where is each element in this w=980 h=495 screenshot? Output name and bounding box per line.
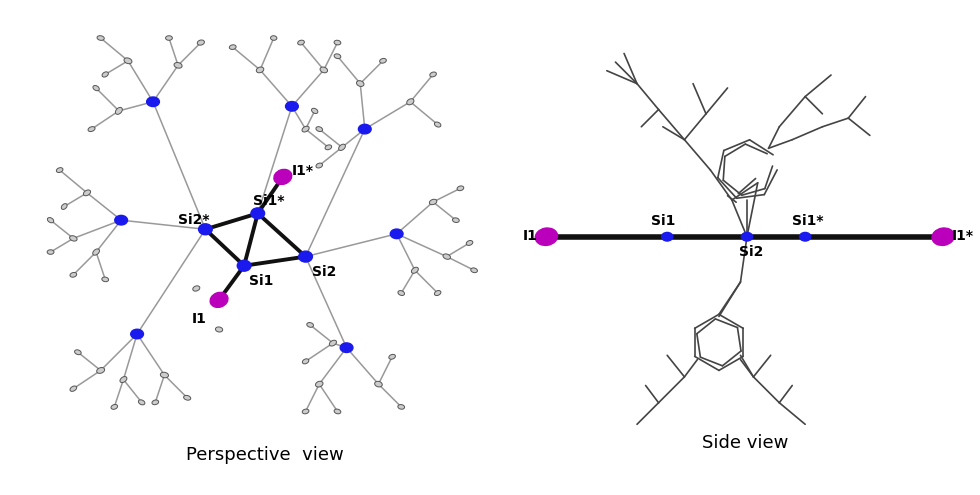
Ellipse shape (47, 218, 54, 223)
Ellipse shape (662, 233, 673, 241)
Text: Si1: Si1 (651, 214, 675, 228)
Ellipse shape (800, 233, 810, 241)
Ellipse shape (47, 250, 54, 254)
Ellipse shape (210, 293, 228, 307)
Ellipse shape (457, 186, 464, 191)
Ellipse shape (430, 72, 436, 77)
Ellipse shape (412, 267, 418, 273)
Ellipse shape (124, 58, 132, 64)
Ellipse shape (229, 45, 236, 50)
Ellipse shape (70, 236, 77, 241)
Ellipse shape (429, 199, 437, 204)
Ellipse shape (93, 86, 99, 91)
Ellipse shape (57, 168, 63, 173)
Ellipse shape (216, 327, 222, 332)
Text: Side view: Side view (702, 434, 788, 452)
Ellipse shape (62, 203, 67, 209)
Text: Si2*: Si2* (178, 213, 210, 227)
Ellipse shape (390, 229, 403, 239)
Ellipse shape (111, 404, 118, 409)
Ellipse shape (116, 107, 122, 114)
Ellipse shape (407, 99, 414, 105)
Ellipse shape (237, 260, 251, 271)
Ellipse shape (443, 254, 451, 259)
Text: I1: I1 (192, 312, 207, 326)
Text: I1*: I1* (292, 164, 314, 178)
Ellipse shape (152, 400, 159, 405)
Ellipse shape (334, 409, 341, 414)
Ellipse shape (97, 36, 104, 41)
Ellipse shape (70, 272, 76, 277)
Ellipse shape (197, 40, 205, 45)
Ellipse shape (374, 381, 382, 387)
Ellipse shape (115, 215, 127, 225)
Ellipse shape (199, 224, 213, 235)
Ellipse shape (147, 97, 160, 106)
Ellipse shape (329, 340, 336, 346)
Text: I1: I1 (523, 229, 538, 243)
Ellipse shape (88, 127, 95, 132)
Ellipse shape (257, 67, 264, 73)
Ellipse shape (398, 291, 405, 296)
Ellipse shape (120, 377, 126, 383)
Text: Si2: Si2 (313, 265, 337, 279)
Ellipse shape (434, 291, 441, 296)
Ellipse shape (741, 233, 753, 241)
Ellipse shape (320, 67, 327, 73)
Ellipse shape (535, 228, 558, 246)
Text: Perspective  view: Perspective view (186, 446, 343, 464)
Ellipse shape (379, 58, 386, 63)
Text: Si1*: Si1* (792, 214, 823, 228)
Ellipse shape (325, 145, 331, 150)
Ellipse shape (273, 169, 292, 185)
Ellipse shape (316, 127, 322, 132)
Ellipse shape (298, 40, 305, 45)
Ellipse shape (285, 101, 298, 111)
Ellipse shape (299, 251, 313, 262)
Ellipse shape (74, 350, 81, 355)
Ellipse shape (251, 208, 265, 219)
Ellipse shape (470, 268, 477, 273)
Ellipse shape (70, 386, 76, 392)
Ellipse shape (302, 409, 309, 414)
Text: I1*: I1* (952, 229, 974, 243)
Ellipse shape (307, 323, 314, 327)
Ellipse shape (166, 36, 172, 40)
Ellipse shape (339, 144, 345, 150)
Ellipse shape (357, 81, 364, 87)
Ellipse shape (174, 62, 182, 68)
Ellipse shape (97, 367, 105, 373)
Text: Si1*: Si1* (253, 194, 285, 208)
Text: Si1: Si1 (249, 274, 273, 288)
Ellipse shape (359, 124, 371, 134)
Ellipse shape (138, 400, 145, 405)
Ellipse shape (466, 241, 472, 246)
Ellipse shape (102, 277, 109, 282)
Ellipse shape (193, 286, 200, 291)
Ellipse shape (93, 249, 100, 255)
Ellipse shape (340, 343, 353, 352)
Ellipse shape (316, 381, 323, 387)
Ellipse shape (183, 396, 191, 400)
Ellipse shape (932, 228, 955, 246)
Ellipse shape (130, 329, 143, 339)
Ellipse shape (334, 40, 341, 45)
Ellipse shape (270, 36, 277, 40)
Ellipse shape (302, 126, 309, 132)
Ellipse shape (316, 163, 322, 168)
Ellipse shape (102, 72, 109, 77)
Ellipse shape (312, 108, 318, 113)
Ellipse shape (398, 404, 405, 409)
Ellipse shape (303, 359, 309, 364)
Ellipse shape (334, 54, 341, 58)
Ellipse shape (434, 122, 441, 127)
Ellipse shape (389, 354, 395, 359)
Ellipse shape (161, 372, 169, 378)
Text: Si2: Si2 (739, 245, 763, 259)
Ellipse shape (453, 218, 460, 222)
Ellipse shape (83, 190, 90, 196)
